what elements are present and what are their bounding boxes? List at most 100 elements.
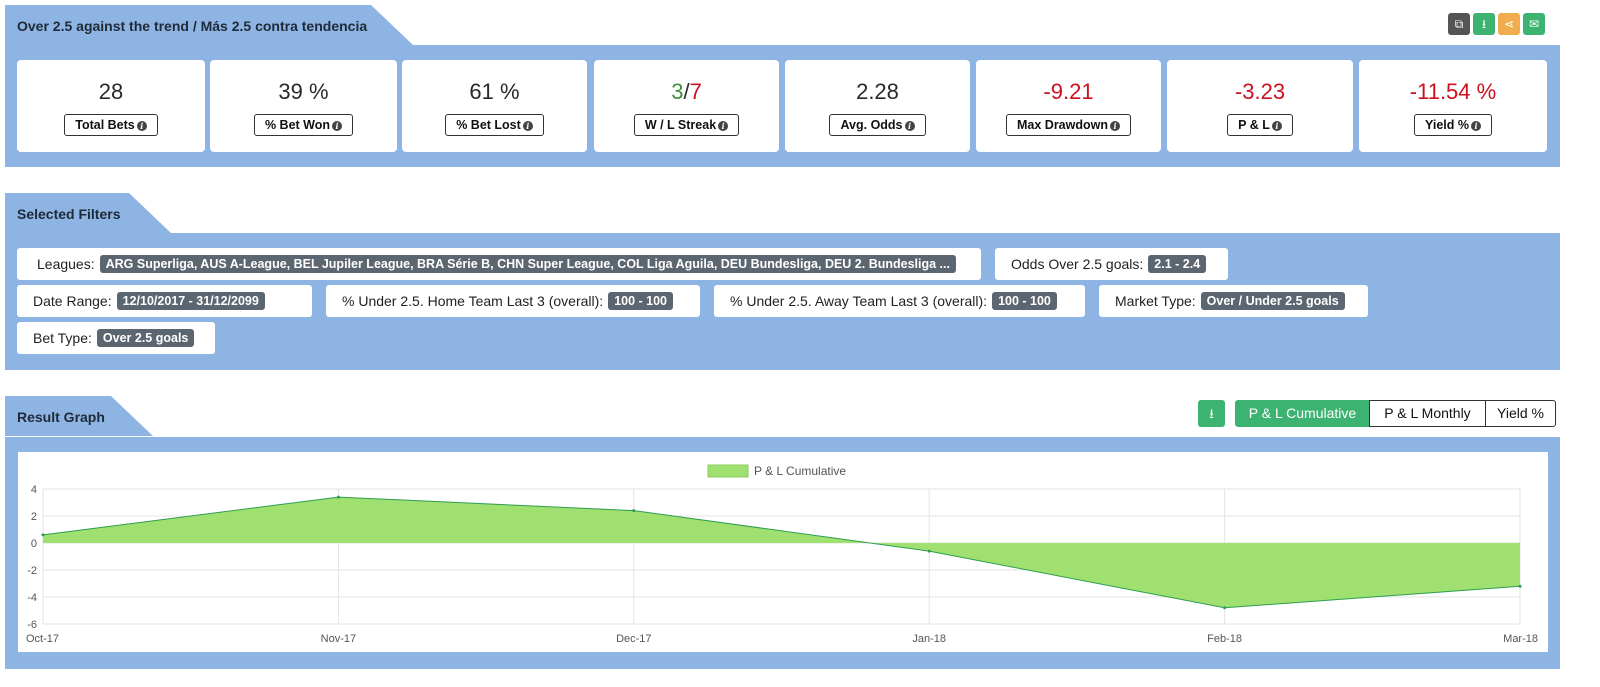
stat-value: 2.28 — [856, 79, 899, 104]
filter-label: Bet Type: — [33, 330, 92, 346]
tab-yield[interactable]: Yield % — [1485, 400, 1556, 427]
stat-label-text: Max Drawdown — [1017, 118, 1108, 132]
filter-label: Leagues: — [37, 256, 95, 272]
stat-label[interactable]: % Bet Won i — [253, 114, 354, 136]
stat-label-text: Yield % — [1425, 118, 1469, 132]
stat-card: 3/7 W / L Streak i — [594, 60, 779, 152]
y-tick-label: 0 — [31, 538, 37, 550]
info-icon[interactable]: i — [904, 121, 915, 131]
stat-value: 39 % — [278, 79, 329, 104]
streak-separator: / — [683, 79, 690, 104]
legend-label[interactable]: P & L Cumulative — [754, 464, 846, 478]
stats-panel: 28 Total Bets i 39 %% Bet Won i 61 %% Bet Los… — [5, 45, 1560, 167]
filter-value: 12/10/2017 - 31/12/2099 — [116, 292, 265, 310]
filter-value: 100 - 100 — [608, 292, 674, 310]
graph-download-button[interactable]: ⭳ — [1198, 400, 1225, 427]
stat-label[interactable]: Yield % i — [1414, 114, 1492, 136]
filter-value: Over 2.5 goals — [96, 329, 195, 347]
copy-icon: ⧉ — [1454, 17, 1464, 31]
page-title: Over 2.5 against the trend / Más 2.5 con… — [17, 18, 368, 34]
filters-title: Selected Filters — [17, 206, 121, 222]
filter-label: Odds Over 2.5 goals: — [1011, 256, 1144, 272]
tab-pl-monthly[interactable]: P & L Monthly — [1369, 400, 1486, 427]
chart-container: 4 2 0 -2 -4 -6 Oct-17 Nov-17 Dec-17 Jan-18 Feb-18 M… — [18, 452, 1548, 652]
filter-chip: Date Range: 12/10/2017 - 31/12/2099 — [17, 285, 312, 317]
download-icon: ⭳ — [1481, 17, 1487, 31]
x-tick-label: Oct-17 — [26, 633, 59, 645]
x-tick-label: Jan-18 — [912, 633, 946, 645]
stat-card: -9.21 Max Drawdown i — [976, 60, 1161, 152]
stat-label-text: P & L — [1238, 118, 1270, 132]
info-icon[interactable]: i — [1110, 121, 1120, 131]
share-icon: ⋖ — [1503, 17, 1515, 31]
info-icon[interactable]: i — [332, 121, 343, 131]
x-tick-label: Mar-18 — [1503, 633, 1538, 645]
filter-chip: Market Type: Over / Under 2.5 goals — [1099, 285, 1368, 317]
email-icon: ✉ — [1528, 17, 1540, 31]
x-tick-label: Dec-17 — [616, 633, 651, 645]
stat-label-text: W / L Streak — [644, 118, 717, 132]
x-tick-label: Nov-17 — [321, 633, 356, 645]
stat-label-text: Avg. Odds — [840, 118, 903, 132]
data-point[interactable] — [1518, 584, 1522, 588]
data-point[interactable] — [336, 495, 340, 499]
stat-label[interactable]: W / L Streak i — [633, 114, 740, 136]
y-tick-label: -2 — [27, 565, 37, 577]
stat-card: 61 % % Bet Lost i — [402, 60, 587, 152]
info-icon[interactable]: i — [1471, 121, 1481, 131]
filter-chip: Bet Type: Over 2.5 goals — [17, 322, 215, 354]
filter-value: ARG Superliga, AUS A-League, BEL Jupiler… — [99, 255, 956, 273]
stat-label[interactable]: % Bet Lost i — [445, 114, 544, 136]
data-point[interactable] — [927, 549, 931, 553]
data-point[interactable] — [632, 509, 636, 513]
filter-label: Date Range: — [33, 293, 112, 309]
y-tick-label: -6 — [27, 619, 37, 631]
stat-label[interactable]: Max Drawdown i — [1006, 114, 1131, 136]
stat-value: -11.54 % — [1409, 79, 1497, 104]
filter-chip: Odds Over 2.5 goals: 2.1 - 2.4 — [995, 248, 1228, 280]
stat-label-text: % Bet Won — [264, 118, 331, 132]
stat-value: -3.23 — [1234, 79, 1286, 104]
stat-label-text: Total Bets — [75, 118, 135, 132]
stat-value: 61 % — [469, 79, 520, 104]
stat-value: 3/7 — [594, 78, 779, 106]
stat-card: 39 % % Bet Won i — [210, 60, 397, 152]
data-point[interactable] — [1223, 606, 1227, 610]
stat-label[interactable]: Avg. Odds i — [829, 114, 926, 136]
page-title-tab: Over 2.5 against the trend / Más 2.5 con… — [5, 5, 413, 45]
data-point[interactable] — [41, 533, 45, 537]
stat-card: -11.54 % Yield % i — [1359, 60, 1547, 152]
copy-button[interactable]: ⧉ — [1448, 13, 1470, 35]
info-icon[interactable]: i — [136, 121, 147, 131]
filter-label: % Under 2.5. Home Team Last 3 (overall): — [342, 293, 604, 309]
stat-label-text: % Bet Lost — [456, 118, 521, 132]
filter-chip: Leagues: ARG Superliga, AUS A-League, BEL… — [17, 248, 981, 280]
download-icon: ⭳ — [1209, 406, 1214, 421]
filter-value: Over / Under 2.5 goals — [1200, 292, 1345, 310]
email-button[interactable]: ✉ — [1523, 13, 1545, 35]
stat-value: 28 — [98, 79, 124, 104]
legend-swatch[interactable] — [707, 464, 749, 478]
share-button[interactable]: ⋖ — [1498, 13, 1520, 35]
info-icon[interactable]: i — [1271, 121, 1282, 131]
pl-cumulative-chart: 4 2 0 -2 -4 -6 Oct-17 Nov-17 Dec-17 Jan-18 Feb-18 M… — [26, 464, 1538, 645]
tab-pl-cumulative[interactable]: P & L Cumulative — [1235, 400, 1370, 427]
y-tick-label: 2 — [31, 511, 37, 523]
loss-streak: 7 — [689, 79, 702, 104]
info-icon[interactable]: i — [522, 121, 533, 131]
stat-value: -9.21 — [1043, 79, 1094, 104]
info-icon[interactable]: i — [718, 121, 729, 131]
filter-value: 2.1 - 2.4 — [1148, 255, 1207, 273]
filter-chip: % Under 2.5. Away Team Last 3 (overall):… — [714, 285, 1085, 317]
download-button[interactable]: ⭳ — [1473, 13, 1495, 35]
filter-label: % Under 2.5. Away Team Last 3 (overall): — [730, 293, 988, 309]
series-line — [42, 496, 1521, 609]
win-streak: 3 — [671, 79, 684, 104]
stat-card: 2.28 Avg. Odds i — [785, 60, 970, 152]
graph-tab: Result Graph — [5, 396, 153, 436]
filters-panel: Leagues: ARG Superliga, AUS A-League, BEL… — [5, 233, 1560, 370]
stat-label[interactable]: Total Bets i — [64, 114, 158, 136]
filter-chip: % Under 2.5. Home Team Last 3 (overall):… — [326, 285, 700, 317]
